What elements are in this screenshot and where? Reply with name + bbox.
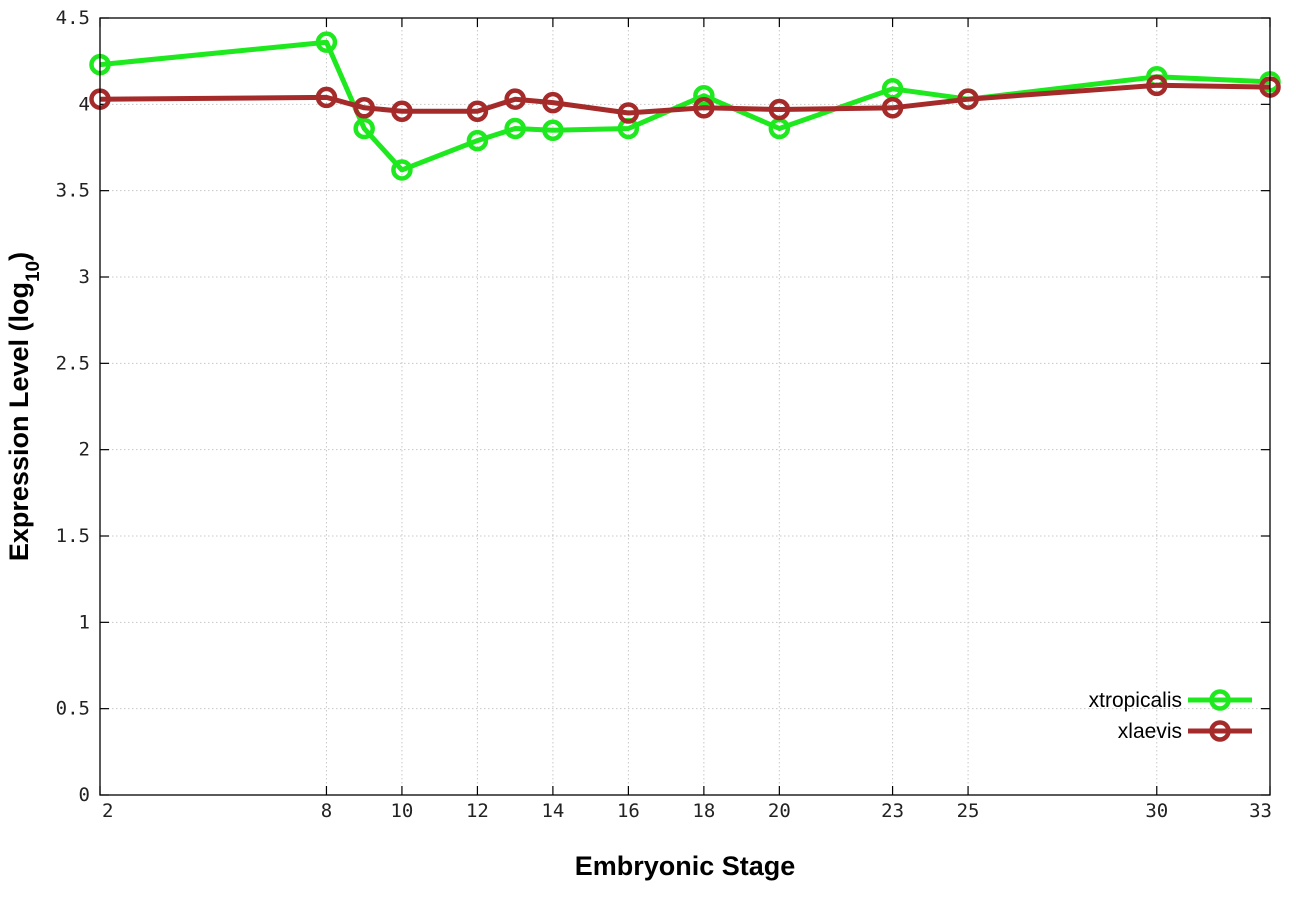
legend-label: xtropicalis: [1089, 689, 1182, 712]
x-tick-label: 12: [466, 800, 489, 822]
data-point-xtropicalis: [353, 117, 375, 140]
data-point-xlaevis: [353, 97, 375, 119]
y-tick-label: 0.5: [56, 698, 90, 720]
y-tick-label: 3: [79, 266, 90, 288]
y-axis-ticks: 0 0.5 1 1.5 2 2.5 3 3.5 4 4.5: [56, 7, 1270, 806]
legend-item-xlaevis: xlaevis: [1118, 720, 1252, 743]
x-axis-ticks: 2 8 10 12 14 16 18 20 23 25 30 33: [99, 18, 1272, 822]
x-tick-label: 2: [102, 800, 113, 822]
x-tick-label: 33: [1249, 800, 1272, 822]
y-tick-label: 1.5: [56, 525, 90, 547]
y-axis-title-subscript: 10: [23, 261, 44, 282]
y-tick-label: 2: [79, 439, 90, 461]
x-tick-label: 8: [321, 800, 332, 822]
x-tick-label: 18: [692, 800, 715, 822]
y-tick-label: 3.5: [56, 180, 90, 202]
data-point-xlaevis: [881, 97, 904, 119]
data-point-xtropicalis: [315, 31, 338, 53]
x-tick-label: 30: [1145, 800, 1168, 822]
data-point-xlaevis: [1146, 74, 1168, 97]
series-xlaevis: [89, 74, 1281, 124]
x-tick-label: 14: [541, 800, 564, 822]
y-axis-title-close: ): [4, 252, 34, 261]
y-axis-title: Expression Level (log10): [4, 252, 44, 561]
x-tick-label: 23: [881, 800, 904, 822]
data-point-xtropicalis: [391, 159, 413, 181]
legend-swatch-marker: [1209, 720, 1231, 742]
data-point-xtropicalis: [542, 119, 564, 141]
y-tick-label: 1: [79, 611, 90, 633]
grid-lines: [100, 18, 1270, 795]
legend-swatch-marker: [1209, 689, 1231, 711]
y-tick-label: 4: [79, 93, 90, 115]
data-point-xtropicalis: [693, 84, 715, 107]
data-point-xtropicalis: [466, 129, 489, 152]
data-point-xlaevis: [768, 98, 791, 121]
data-point-xlaevis: [542, 91, 564, 114]
legend: xtropicalis xlaevis: [1089, 689, 1252, 743]
legend-item-xtropicalis: xtropicalis: [1089, 689, 1252, 712]
data-point-xlaevis: [315, 86, 338, 109]
x-axis-title: Embryonic Stage: [575, 851, 796, 881]
x-tick-label: 20: [768, 800, 791, 822]
x-tick-label: 25: [957, 800, 980, 822]
series-line-xtropicalis: [99, 39, 1271, 173]
y-tick-label: 4.5: [56, 7, 90, 29]
legend-label: xlaevis: [1118, 720, 1182, 743]
series-line-xlaevis: [99, 82, 1271, 116]
x-tick-label: 10: [390, 800, 413, 822]
series-layer: [89, 31, 1281, 181]
x-tick-label: 16: [617, 800, 640, 822]
data-point-xlaevis: [617, 102, 640, 124]
y-axis-title-main: Expression Level (log: [4, 282, 34, 561]
data-point-xlaevis: [693, 97, 715, 119]
data-point-xlaevis: [391, 100, 413, 122]
data-point-xlaevis: [957, 88, 979, 110]
plot-frame: [99, 17, 1271, 796]
y-tick-label: 2.5: [56, 352, 90, 374]
data-point-xtropicalis: [504, 117, 526, 140]
y-tick-label: 0: [79, 784, 90, 806]
series-xtropicalis: [89, 31, 1281, 181]
data-point-xlaevis: [466, 100, 489, 122]
data-point-xlaevis: [504, 88, 526, 110]
